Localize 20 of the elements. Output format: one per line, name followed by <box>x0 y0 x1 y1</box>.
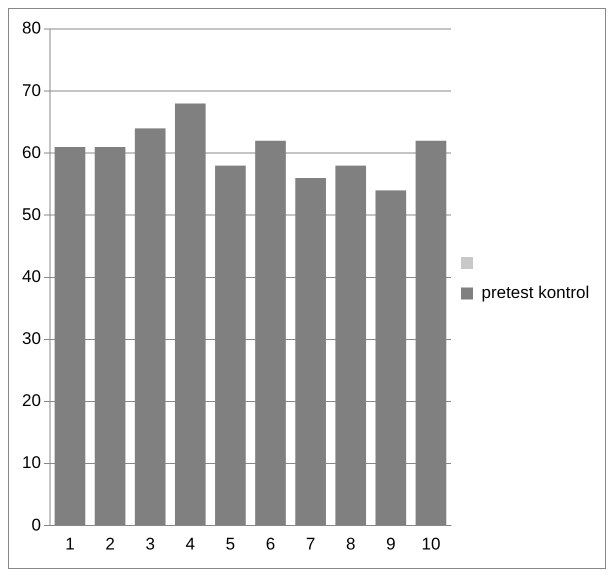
y-tick-label: 0 <box>31 515 41 534</box>
y-tick-label: 10 <box>22 453 41 472</box>
x-tick-label: 2 <box>105 534 115 554</box>
x-tick-label: 5 <box>226 534 236 554</box>
x-tick-label: 9 <box>386 534 396 554</box>
y-tick-label: 20 <box>22 391 41 410</box>
y-tick-label: 30 <box>22 329 41 348</box>
y-tick-label: 50 <box>22 204 41 224</box>
x-tick-label: 3 <box>145 534 155 554</box>
y-tick-label: 70 <box>22 80 41 100</box>
y-tick-label: 80 <box>22 18 41 38</box>
y-tick-label: 60 <box>22 142 41 162</box>
x-tick-label: 8 <box>346 534 356 554</box>
legend-label: pretest kontrol <box>482 283 590 302</box>
x-tick-label: 4 <box>186 534 196 554</box>
y-tick-label: 40 <box>22 266 41 286</box>
x-tick-label: 7 <box>306 534 316 554</box>
x-tick-label: 1 <box>65 534 75 554</box>
x-tick-label: 10 <box>421 534 440 554</box>
x-tick-label: 6 <box>266 534 276 554</box>
